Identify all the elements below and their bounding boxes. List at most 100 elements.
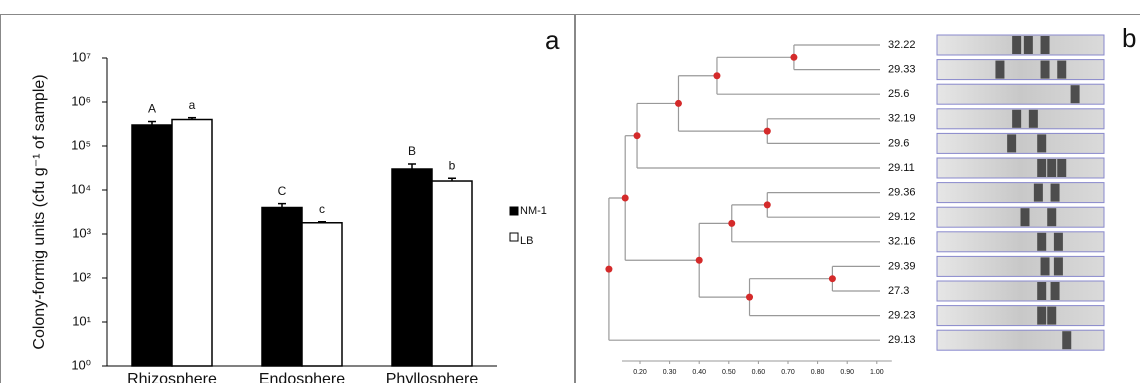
y-tick-label: 10² bbox=[72, 269, 91, 284]
x-tick-label: 0.60 bbox=[752, 369, 766, 376]
y-tick-label: 10³ bbox=[72, 225, 91, 240]
x-tick-label: 0.90 bbox=[840, 369, 854, 376]
leaf-label: 32.19 bbox=[888, 113, 916, 125]
bar bbox=[172, 120, 212, 366]
node bbox=[605, 266, 612, 273]
gel-band bbox=[1012, 36, 1021, 54]
gel-band bbox=[1047, 307, 1056, 325]
gel-band bbox=[1024, 36, 1033, 54]
gel-lane bbox=[937, 60, 1104, 80]
gel-band bbox=[1057, 159, 1066, 177]
leaf-label: 29.13 bbox=[888, 334, 916, 346]
legend-swatch bbox=[510, 233, 518, 241]
gel-band bbox=[1007, 134, 1016, 152]
gel-band bbox=[1054, 233, 1063, 251]
node bbox=[634, 132, 641, 139]
leaf-label: 32.22 bbox=[888, 39, 916, 51]
leaf-label: 29.33 bbox=[888, 64, 916, 76]
leaf-label: 29.39 bbox=[888, 260, 916, 272]
gel-lane bbox=[937, 306, 1104, 326]
x-tick-label: 1.00 bbox=[870, 369, 884, 376]
significance-letter: B bbox=[408, 144, 416, 158]
node bbox=[764, 128, 771, 135]
bar bbox=[262, 208, 302, 366]
gel-band bbox=[1071, 85, 1080, 103]
leaf-label: 29.23 bbox=[888, 310, 916, 322]
gel-band bbox=[1034, 184, 1043, 202]
gel-lane bbox=[937, 281, 1104, 301]
x-tick-label: 0.50 bbox=[722, 369, 736, 376]
gel-band bbox=[1041, 257, 1050, 275]
gel-lane bbox=[937, 330, 1104, 350]
x-tick-label: Endosphere bbox=[259, 371, 345, 383]
gel-band bbox=[1051, 184, 1060, 202]
y-tick-label: 10⁴ bbox=[71, 181, 91, 196]
gel-lane bbox=[937, 183, 1104, 203]
leaf-label: 29.36 bbox=[888, 187, 916, 199]
x-tick-label: 0.70 bbox=[781, 369, 795, 376]
node bbox=[790, 54, 797, 61]
gel-lane bbox=[937, 256, 1104, 276]
panel-label: a bbox=[545, 25, 560, 55]
gel-band bbox=[1057, 61, 1066, 79]
gel-band bbox=[1037, 282, 1046, 300]
node bbox=[764, 201, 771, 208]
gel-band bbox=[1041, 36, 1050, 54]
y-tick-label: 10⁰ bbox=[71, 357, 91, 372]
gel-lane bbox=[937, 232, 1104, 252]
node bbox=[675, 100, 682, 107]
gel-band bbox=[1051, 282, 1060, 300]
x-tick-label: 0.30 bbox=[663, 369, 677, 376]
node bbox=[696, 257, 703, 264]
x-tick-label: Phyllosphere bbox=[386, 371, 479, 383]
gel-band bbox=[1029, 110, 1038, 128]
bar bbox=[392, 169, 432, 366]
gel-band bbox=[995, 61, 1004, 79]
node bbox=[713, 72, 720, 79]
gel-band bbox=[1012, 110, 1021, 128]
node bbox=[622, 194, 629, 201]
leaf-label: 29.6 bbox=[888, 137, 909, 149]
panel-label: b bbox=[1122, 23, 1136, 53]
gel-band bbox=[1037, 159, 1046, 177]
bar bbox=[432, 181, 472, 366]
significance-letter: b bbox=[449, 158, 456, 172]
leaf-label: 29.11 bbox=[888, 162, 915, 174]
y-tick-label: 10⁵ bbox=[71, 137, 91, 152]
legend-swatch bbox=[510, 207, 518, 215]
y-tick-label: 10⁶ bbox=[71, 93, 91, 108]
x-tick-label: 0.20 bbox=[633, 369, 647, 376]
leaf-label: 29.12 bbox=[888, 211, 916, 223]
legend-label: LB bbox=[520, 235, 533, 247]
figure: a b Colony-formig units (cfu g⁻¹ of samp… bbox=[0, 0, 1140, 383]
y-axis-label: Colony-formig units (cfu g⁻¹ of sample) bbox=[31, 74, 48, 349]
y-tick-label: 10¹ bbox=[72, 313, 91, 328]
significance-letter: a bbox=[189, 98, 196, 112]
gel-band bbox=[1037, 233, 1046, 251]
x-tick-label: 0.80 bbox=[811, 369, 825, 376]
gel-band bbox=[1062, 331, 1071, 349]
x-tick-label: Rhizosphere bbox=[127, 371, 217, 383]
legend-label: NM-1 bbox=[520, 205, 547, 217]
gel-lane bbox=[937, 158, 1104, 178]
leaf-label: 25.6 bbox=[888, 88, 909, 100]
bar bbox=[132, 125, 172, 366]
leaf-label: 27.3 bbox=[888, 285, 909, 297]
leaf-label: 32.16 bbox=[888, 236, 916, 248]
gel-lane bbox=[937, 133, 1104, 153]
node bbox=[746, 294, 753, 301]
gel-band bbox=[1041, 61, 1050, 79]
significance-letter: c bbox=[319, 202, 325, 216]
y-tick-label: 10⁷ bbox=[72, 49, 91, 64]
x-tick-label: 0.40 bbox=[692, 369, 706, 376]
gel-band bbox=[1037, 307, 1046, 325]
gel-band bbox=[1047, 208, 1056, 226]
bar bbox=[302, 223, 342, 366]
gel-band bbox=[1037, 134, 1046, 152]
significance-letter: A bbox=[148, 102, 156, 116]
node bbox=[829, 275, 836, 282]
gel-band bbox=[1047, 159, 1056, 177]
significance-letter: C bbox=[278, 184, 287, 198]
gel-band bbox=[1021, 208, 1030, 226]
gel-band bbox=[1054, 257, 1063, 275]
